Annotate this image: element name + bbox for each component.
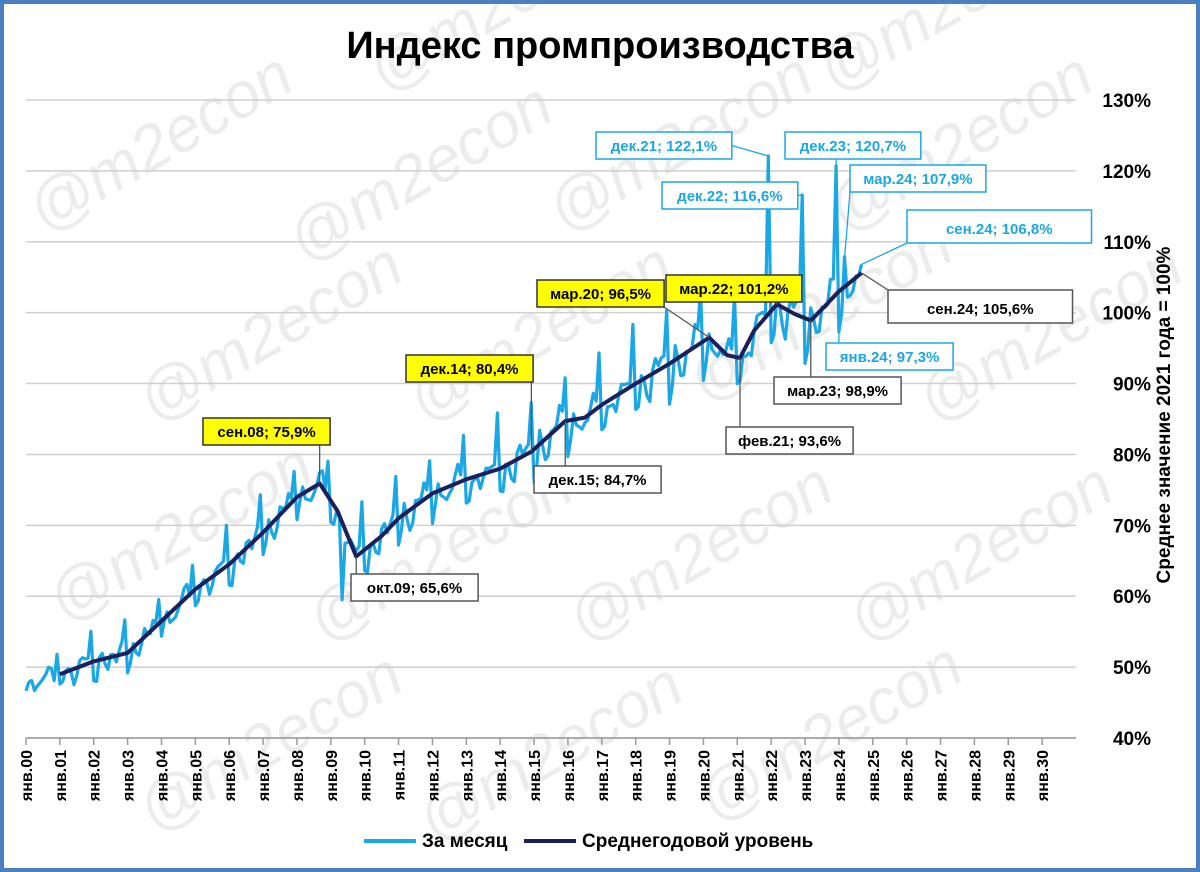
x-tick-label: янв.15	[527, 750, 544, 802]
y-tick-label: 50%	[1113, 658, 1151, 679]
annotation-label: окт.09; 65,6%	[367, 580, 462, 597]
annotation-label: сен.24; 106,8%	[946, 221, 1053, 238]
annotation-label: сен.08; 75,9%	[217, 424, 315, 441]
watermark-text: @m2econ	[405, 647, 694, 856]
x-tick-label: янв.17	[595, 750, 612, 802]
annotation-box	[825, 342, 954, 371]
x-tick-label: янв.30	[1035, 750, 1052, 802]
y-tick-label: 110%	[1103, 233, 1151, 254]
chart-svg: @m2econ@m2econ@m2econ@m2econ@m2econ@m2ec…	[15, 4, 1194, 856]
annotation-label: мар.24; 107,9%	[863, 171, 972, 188]
x-tick-label: янв.29	[1001, 750, 1018, 802]
y-tick-label: 70%	[1113, 516, 1151, 537]
watermark-text: @m2econ	[835, 447, 1124, 656]
annotation-box	[784, 131, 922, 160]
legend: За месяц Среднегодовой уровень	[364, 831, 813, 852]
x-tick-label: янв.21	[730, 750, 747, 802]
y-tick-layer: 40% 50% 60% 70% 80% 90% 100% 110% 120% 130%	[1102, 91, 1151, 750]
series-layer	[24, 154, 864, 693]
annotation-box	[595, 131, 733, 160]
watermark-text: @m2econ	[395, 227, 684, 436]
x-tick-label: янв.16	[561, 750, 578, 802]
annotation-box	[202, 417, 331, 446]
annotation-leader-line	[861, 272, 889, 291]
annotation-leader-line	[797, 194, 803, 197]
x-tick-label: янв.22	[764, 750, 781, 802]
x-tick-label: янв.23	[798, 750, 815, 802]
x-tick-label: янв.25	[866, 750, 883, 802]
annotation-box	[665, 274, 803, 303]
annotation-box	[405, 354, 534, 383]
annotation-box	[906, 209, 1093, 244]
series-line-average	[59, 271, 863, 677]
x-tick-label: янв.00	[19, 750, 36, 802]
annotation-box	[773, 376, 902, 405]
x-tick-label: янв.24	[832, 750, 849, 802]
x-tick-label: янв.07	[256, 750, 273, 802]
y-tick-label: 40%	[1113, 729, 1151, 750]
y-tick-label: 80%	[1113, 445, 1151, 466]
x-tick-label: янв.01	[53, 750, 70, 802]
x-tick-label: янв.03	[121, 750, 138, 802]
annotation-label: сен.24; 105,6%	[927, 301, 1034, 318]
watermark-text: @m2econ	[685, 627, 974, 836]
annotation-box	[849, 164, 987, 193]
chart-title: Индекс промпроизводства	[346, 25, 854, 67]
y-tick-label: 130%	[1102, 91, 1151, 112]
watermark-text: @m2econ	[125, 637, 414, 846]
annotation-box	[533, 465, 662, 494]
annotation-label: дек.22; 116,6%	[677, 188, 782, 205]
annotation-box	[887, 289, 1074, 324]
annotation-leader-line	[663, 306, 710, 339]
annotation-label: фев.21; 93,6%	[738, 433, 841, 450]
x-tick-label: янв.20	[696, 750, 713, 802]
x-tick-label: янв.08	[290, 750, 307, 802]
x-tick-label: янв.13	[459, 750, 476, 802]
y-tick-label: 100%	[1102, 304, 1151, 325]
annotation-box	[725, 426, 854, 455]
x-tick-label: янв.12	[425, 750, 442, 802]
legend-label-average: Среднегодовой уровень	[582, 831, 813, 852]
annotation-label: мар.20; 96,5%	[550, 286, 651, 303]
x-tick-label: янв.10	[358, 750, 375, 802]
x-tick-label: янв.04	[154, 750, 171, 802]
x-tick-label: янв.06	[222, 750, 239, 802]
annotation-layer: сен.08; 75,9% окт.09; 65,6% дек.14; 80,4% д…	[202, 131, 1093, 602]
annotation-leader-line	[844, 191, 851, 257]
x-tick-label: янв.09	[324, 750, 341, 802]
x-tick-label: янв.27	[934, 750, 951, 802]
x-tick-label: янв.11	[392, 750, 409, 801]
annotation-leader-line	[861, 242, 908, 266]
x-tick-label: янв.26	[900, 750, 917, 802]
x-tick-label: янв.05	[188, 750, 205, 802]
annotation-label: мар.22; 101,2%	[679, 281, 788, 298]
x-tick-label: янв.02	[87, 750, 104, 802]
annotation-label: дек.15; 84,7%	[549, 472, 647, 489]
y-tick-label: 120%	[1102, 162, 1151, 183]
watermark-text: @m2econ	[15, 37, 304, 246]
annotation-box	[536, 279, 665, 308]
x-tick-layer: янв.00 янв.01 янв.02 янв.03 янв.04 янв.05 янв.…	[19, 738, 1052, 802]
y-tick-label: 90%	[1113, 375, 1151, 396]
annotation-box	[350, 573, 479, 602]
annotation-label: дек.23; 120,7%	[800, 138, 906, 155]
x-tick-label: янв.14	[493, 750, 510, 802]
annotation-label: дек.21; 122,1%	[611, 138, 717, 155]
annotation-label: мар.23; 98,9%	[787, 383, 888, 400]
x-tick-label: янв.18	[629, 750, 646, 802]
annotation-leader-line	[731, 144, 769, 157]
y-tick-label: 60%	[1113, 587, 1151, 608]
y-axis-label: Среднее значение 2021 года = 100%	[1154, 246, 1175, 583]
watermark-text: @m2econ	[275, 67, 564, 276]
legend-label-monthly: За месяц	[422, 831, 508, 852]
x-tick-label: янв.28	[967, 750, 984, 802]
x-tick-label: янв.19	[663, 750, 680, 802]
annotation-label: янв.24; 97,3%	[840, 349, 940, 366]
annotation-label: дек.14; 80,4%	[421, 361, 519, 378]
watermark-text: @m2econ	[125, 227, 414, 436]
annotation-box	[661, 181, 799, 210]
